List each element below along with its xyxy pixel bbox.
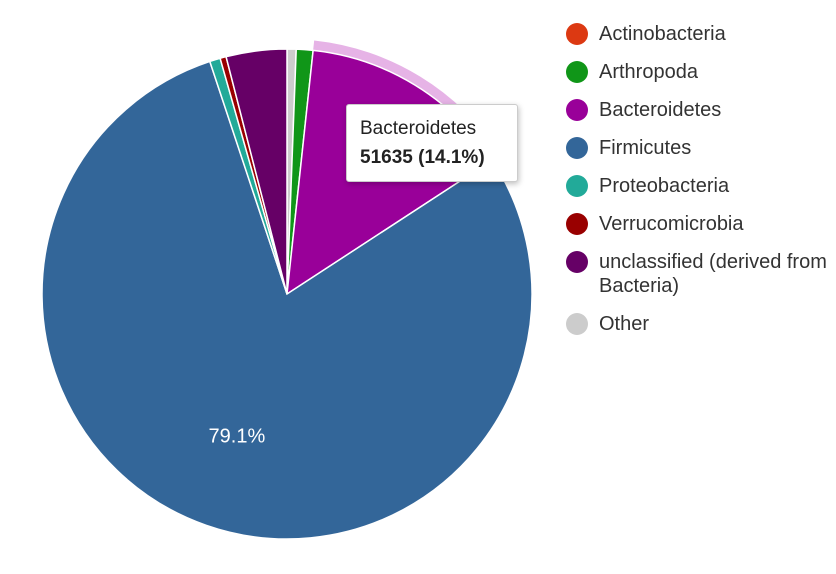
legend-label: Arthropoda (599, 61, 698, 83)
legend-item-firmicutes[interactable]: Firmicutes (566, 136, 828, 160)
legend-swatch (566, 23, 588, 45)
legend-item-arthropoda[interactable]: Arthropoda (566, 60, 828, 84)
tooltip-series-name: Bacteroidetes (360, 118, 477, 139)
legend-label: Actinobacteria (599, 23, 726, 45)
legend-label: Bacteroidetes (599, 99, 722, 121)
legend-item-bacteroidetes[interactable]: Bacteroidetes (566, 98, 828, 122)
legend-swatch (566, 61, 588, 83)
legend-item-other[interactable]: Other (566, 312, 828, 336)
legend-swatch (566, 251, 588, 273)
legend-label: Verrucomicrobia (599, 213, 744, 235)
legend-item-proteobacteria[interactable]: Proteobacteria (566, 174, 828, 198)
legend-swatch (566, 213, 588, 235)
legend-item-verrucomicrobia[interactable]: Verrucomicrobia (566, 212, 828, 236)
legend-swatch (566, 175, 588, 197)
legend-label: Firmicutes (599, 137, 692, 159)
legend-label: Other (599, 313, 650, 335)
legend-label: Proteobacteria (599, 175, 730, 197)
slice-label-firmicutes: 79.1% (209, 426, 266, 448)
legend-swatch (566, 137, 588, 159)
pie-slice-unclassified-derived-from-bacteria[interactable] (225, 48, 288, 295)
pie-slice-firmicutes[interactable] (41, 60, 533, 540)
legend-item-actinobacteria[interactable]: Actinobacteria (566, 22, 828, 46)
legend-swatch (566, 99, 588, 121)
legend-item-unclassified-derived-from-bacteria[interactable]: unclassified (derived from Bacteria) (566, 250, 828, 298)
chart-legend: Actinobacteria Arthropoda Bacteroidetes Fir… (566, 22, 828, 350)
legend-label: unclassified (derived from Bacteria) (599, 251, 827, 297)
pie-slice-labels: 79.1% (209, 426, 266, 448)
legend-swatch (566, 313, 588, 335)
slice-tooltip: Bacteroidetes 51635 (14.1%) (346, 104, 518, 182)
tooltip-value: 51635 (14.1%) (360, 147, 485, 168)
